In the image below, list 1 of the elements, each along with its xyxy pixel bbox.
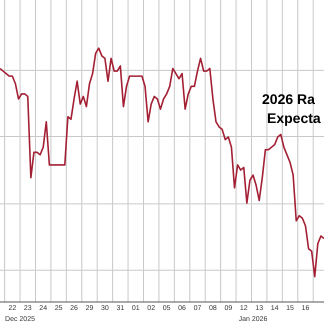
text: 2026 Ra Expecta	[262, 91, 321, 126]
